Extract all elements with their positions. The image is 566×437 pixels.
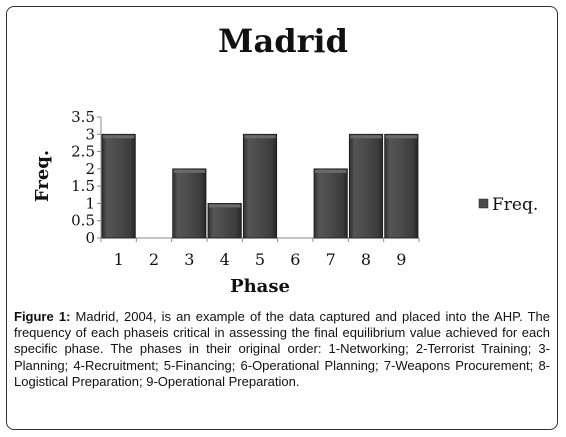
y-tick-label: 0 [85, 229, 95, 247]
bar-bevel [315, 169, 347, 173]
x-tick-label: 9 [396, 250, 406, 269]
figure-caption: Figure 1: Madrid, 2004, is an example of… [14, 309, 550, 390]
y-tick-label: 0.5 [71, 212, 95, 230]
x-tick-label: 2 [149, 250, 159, 269]
chart-title: Madrid [218, 22, 348, 60]
bars [101, 133, 419, 239]
y-tick-labels: 00.511.522.533.5 [71, 108, 95, 247]
x-tick-label: 5 [255, 250, 265, 269]
bar-phase-7 [313, 168, 348, 239]
x-tick-labels: 1 2 3 4 5 6 7 8 9 [114, 250, 407, 269]
y-tick-label: 3.5 [71, 108, 95, 126]
y-tick-label: 2 [85, 160, 95, 178]
x-tick-label: 4 [220, 250, 230, 269]
bar-bevel [209, 204, 241, 208]
bar-phase-4 [207, 203, 242, 239]
figure-frame [6, 6, 558, 430]
bar-phase-9 [384, 133, 419, 239]
bar-bevel [103, 135, 135, 139]
bar-bevel [385, 135, 417, 139]
bar-phase-1 [101, 133, 136, 239]
bar-phase-8 [348, 133, 384, 239]
y-tick-label: 2.5 [71, 143, 95, 161]
legend: Freq. [478, 195, 538, 215]
caption-label: Figure 1: [14, 309, 71, 324]
legend-swatch [478, 198, 489, 209]
y-tick-label: 3 [85, 125, 95, 143]
y-tick-label: 1 [85, 194, 95, 212]
bar-bevel [350, 135, 382, 139]
bar-phase-3 [172, 168, 207, 239]
bar-bevel [244, 135, 276, 139]
y-tick-label: 1.5 [71, 177, 95, 195]
caption-text: Madrid, 2004, is an example of the data … [14, 309, 550, 389]
x-tick-label: 3 [184, 250, 194, 269]
y-axis-label: Freq. [32, 150, 53, 202]
x-tick-label: 1 [114, 250, 124, 269]
legend-label: Freq. [492, 195, 538, 215]
bar-bevel [173, 169, 205, 173]
bar-phase-5 [242, 133, 278, 239]
x-axis-label: Phase [230, 276, 290, 297]
x-tick-label: 7 [326, 250, 336, 269]
x-tick-label: 6 [290, 250, 300, 269]
x-tick-label: 8 [361, 250, 371, 269]
